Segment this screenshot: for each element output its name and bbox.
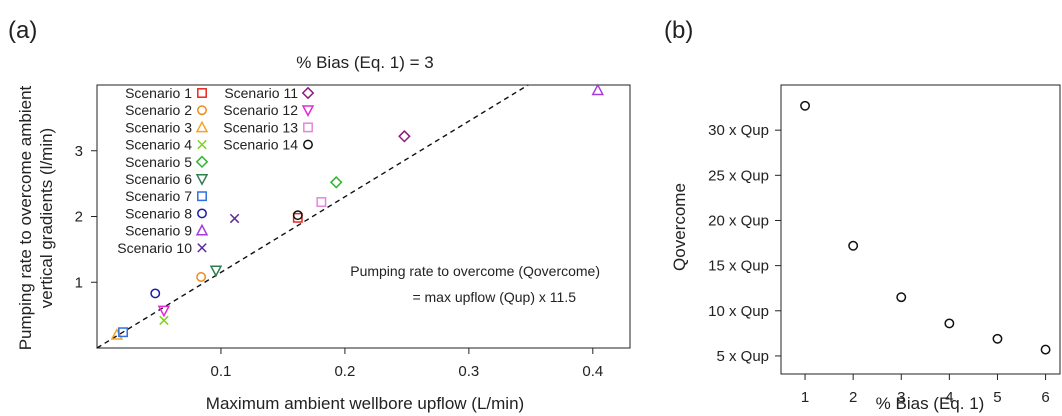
panel-b-point	[800, 100, 811, 111]
legend-label: Scenario 8	[125, 205, 192, 221]
legend-label: Scenario 6	[125, 171, 192, 187]
panel-a-label: (a)	[8, 17, 37, 44]
panel-a-x-tick-label: 0.3	[458, 363, 479, 380]
panel-b-x-tick-label: 1	[801, 389, 809, 406]
panel-b-y-axis-label: Qovercome	[670, 183, 689, 271]
panel-a-y-tick-label: 3	[75, 143, 83, 160]
panel-b-x-axis-label: % Bias (Eq. 1)	[876, 394, 985, 413]
panel-b-point	[992, 333, 1003, 344]
panel-a-annotation-line2: = max upflow (Qup) x 11.5	[412, 289, 576, 305]
legend-marker	[197, 191, 207, 202]
legend-label: Scenario 12	[223, 102, 298, 118]
panel-a-point	[329, 176, 343, 189]
panel-a-y-axis-label-line2: vertical gradients (l/min)	[37, 128, 56, 308]
panel-b-point	[1040, 344, 1051, 355]
panel-b-x-tick-label: 2	[849, 389, 857, 406]
legend-label: Scenario 2	[125, 102, 192, 118]
panel-a-annotation-line1: Pumping rate to overcome (Qovercome)	[350, 263, 600, 279]
panel-a-point	[196, 272, 207, 282]
panel-a-x-tick-label: 0.4	[582, 363, 603, 380]
panel-a-point	[209, 265, 223, 278]
panel-b-plot: 1 2 3 4 5 6 5 x Qup 10 x Qup 15 x Qup 20 x Qup 25 …	[708, 84, 1061, 406]
panel-b-x-tick-label: 3	[897, 389, 905, 406]
legend-label: Scenario 5	[125, 154, 192, 170]
panel-a-point	[159, 315, 169, 326]
panel-a-point	[591, 83, 605, 96]
panel-a-x-tick-label: 0.2	[334, 363, 355, 380]
panel-a-x-axis-label: Maximum ambient wellbore upflow (L/min)	[206, 394, 524, 413]
panel-b-y-tick-label: 15 x Qup	[708, 258, 769, 275]
panel-b-x-tick-label: 4	[945, 389, 953, 406]
legend-label: Scenario 11	[224, 85, 298, 101]
panel-a-y-tick-label: 2	[75, 209, 83, 226]
panel-a-y-tick-label: 1	[75, 274, 83, 291]
panel-b-point	[848, 240, 859, 251]
legend-marker	[197, 243, 207, 253]
panel-b-y-tick-label: 5 x Qup	[716, 348, 769, 365]
legend-marker	[195, 174, 209, 186]
panel-a-point	[118, 327, 128, 338]
legend-label: Scenario 3	[125, 119, 192, 135]
panel-b-point	[896, 292, 907, 303]
legend-label: Scenario 10	[117, 240, 192, 256]
legend-label: Scenario 9	[125, 223, 192, 239]
panel-b-point	[944, 318, 955, 329]
panel-b-y-tick-label: 20 x Qup	[708, 212, 769, 229]
legend-marker	[303, 122, 313, 133]
panel-a-point	[398, 130, 411, 143]
panel-a-point	[292, 212, 303, 223]
panel-b-y-tick-label: 25 x Qup	[708, 167, 769, 184]
panel-a-point	[292, 210, 303, 221]
legend-marker	[195, 120, 209, 133]
panel-b-y-tick-label: 30 x Qup	[708, 122, 769, 139]
panel-a-point	[150, 288, 161, 299]
panel-b-x-tick-label: 6	[1041, 389, 1049, 406]
panel-b-x-tick-label: 5	[993, 389, 1001, 406]
legend-label: Scenario 13	[223, 119, 298, 135]
legend-marker	[195, 223, 209, 236]
panel-a-fit-line	[96, 84, 529, 349]
legend-label: Scenario 14	[223, 137, 298, 153]
legend-marker	[303, 139, 313, 150]
legend-label: Scenario 4	[125, 137, 192, 153]
panel-a-point	[157, 305, 171, 318]
panel-a-x-tick-label: 0.1	[211, 363, 232, 380]
legend-marker	[197, 208, 207, 219]
panel-b-label: (b)	[664, 17, 693, 44]
legend-label: Scenario 7	[125, 188, 192, 204]
panel-a-point	[316, 197, 327, 207]
panel-a-y-axis-label-line1: Pumping rate to overcome ambient	[16, 85, 35, 350]
panel-a-title: % Bias (Eq. 1) = 3	[296, 53, 433, 72]
legend-marker	[301, 105, 315, 117]
legend-marker	[301, 86, 315, 100]
legend-marker	[195, 155, 209, 169]
legend-marker	[197, 139, 207, 150]
panel-b-y-tick-label: 10 x Qup	[708, 303, 769, 320]
legend-marker	[197, 105, 207, 116]
legend-label: Scenario 1	[125, 85, 192, 101]
panel-b-plot-frame	[780, 84, 1061, 375]
panel-a-point	[229, 213, 240, 224]
legend-marker	[197, 88, 207, 98]
